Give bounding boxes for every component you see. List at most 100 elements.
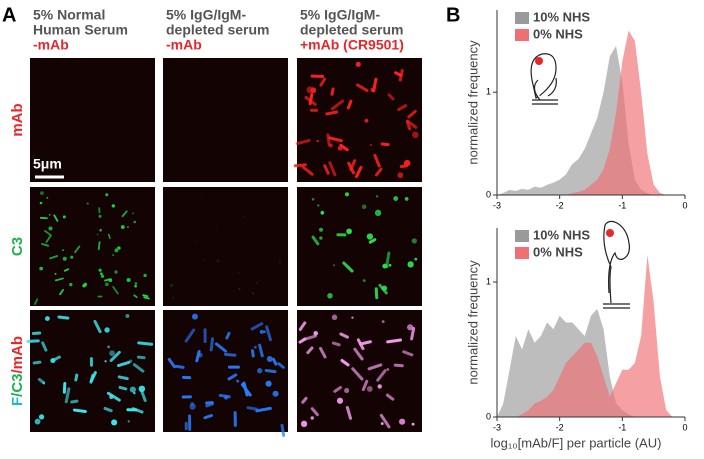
legend-label: 10% NHS (533, 9, 590, 24)
particle (271, 275, 272, 276)
particle (263, 268, 264, 269)
x-tick-label: -2 (556, 200, 564, 210)
particle (310, 95, 312, 104)
x-tick-label: -1 (618, 200, 626, 210)
row-label-part: C3 (9, 237, 26, 256)
particle (382, 320, 385, 323)
particle (345, 192, 349, 196)
micrograph (297, 187, 422, 306)
micrograph (30, 310, 155, 432)
particle (59, 317, 68, 318)
particle (100, 272, 103, 275)
x-tick-label: -3 (493, 422, 501, 432)
particle (139, 386, 146, 393)
row-label-part: mAb (9, 103, 26, 136)
y-tick-label: 0 (486, 189, 491, 199)
particle (70, 256, 73, 259)
particle (266, 371, 275, 372)
particle (376, 195, 378, 197)
particle (62, 249, 64, 251)
particle (109, 279, 113, 283)
particle (107, 345, 110, 348)
y-axis-label: normalized frequency (465, 260, 480, 385)
column-header: Human Serum (33, 22, 128, 38)
x-tick-label: 0 (682, 200, 687, 210)
column-header: 5% IgG/IgM- (166, 7, 246, 23)
particle (256, 282, 258, 284)
particle (319, 228, 323, 232)
row-label: C3 (9, 237, 26, 256)
particle (332, 315, 338, 321)
particle (46, 197, 48, 199)
particle (173, 297, 175, 299)
particle (74, 410, 85, 411)
particle (99, 229, 102, 232)
particle (374, 79, 376, 91)
particle (257, 368, 262, 373)
particle (69, 283, 72, 286)
particle (346, 229, 352, 235)
particle (238, 272, 240, 274)
particle (365, 119, 369, 123)
particle (333, 264, 335, 266)
row-label-part: /C3 (9, 373, 26, 396)
particle (236, 380, 239, 383)
particle (381, 422, 384, 425)
particle (333, 343, 339, 345)
particle (132, 213, 134, 215)
particle (356, 62, 361, 67)
legend-swatch (515, 230, 529, 242)
column-header: depleted serum (300, 22, 403, 38)
particle (367, 233, 373, 239)
particle (273, 391, 279, 397)
particle (388, 340, 401, 342)
particle (76, 375, 77, 380)
particle (399, 419, 405, 425)
particle (104, 327, 109, 332)
particle (414, 258, 417, 261)
column-condition: +mAb (CR9501) (300, 37, 404, 53)
particle (130, 386, 136, 392)
particle (387, 368, 390, 371)
particle (362, 204, 367, 209)
y-tick-label: 0 (486, 411, 491, 421)
particle (227, 333, 229, 338)
particle (39, 414, 44, 419)
particle (91, 375, 93, 382)
legend-label: 0% NHS (533, 26, 583, 41)
y-axis-label: normalized frequency (465, 40, 480, 165)
micrograph (163, 187, 288, 306)
particle (72, 401, 77, 402)
particle (248, 408, 256, 409)
particle (121, 225, 125, 229)
particle (40, 202, 43, 205)
particle (112, 254, 114, 256)
particle (99, 215, 102, 218)
particle (327, 293, 333, 299)
particle (34, 362, 40, 363)
particle (55, 273, 57, 275)
row-label-part: F (9, 397, 26, 406)
column-header: depleted serum (166, 22, 269, 38)
particle (63, 215, 66, 218)
column-condition: -mAb (166, 37, 202, 53)
particle (370, 144, 372, 146)
particle (389, 264, 392, 267)
particle (328, 135, 329, 145)
particle (378, 384, 382, 388)
particle (82, 284, 85, 287)
particle (317, 140, 319, 142)
particle (109, 350, 115, 356)
x-tick-label: 0 (682, 422, 687, 432)
particle (263, 331, 266, 334)
particle (412, 423, 415, 426)
row-label: F/C3/mAb (9, 336, 26, 406)
antibody-icon (531, 54, 558, 104)
particle (211, 339, 212, 350)
particle (301, 421, 307, 427)
particle (119, 377, 127, 379)
particle (216, 226, 217, 227)
particle (192, 314, 198, 320)
particle (105, 193, 108, 196)
particle (344, 388, 349, 393)
